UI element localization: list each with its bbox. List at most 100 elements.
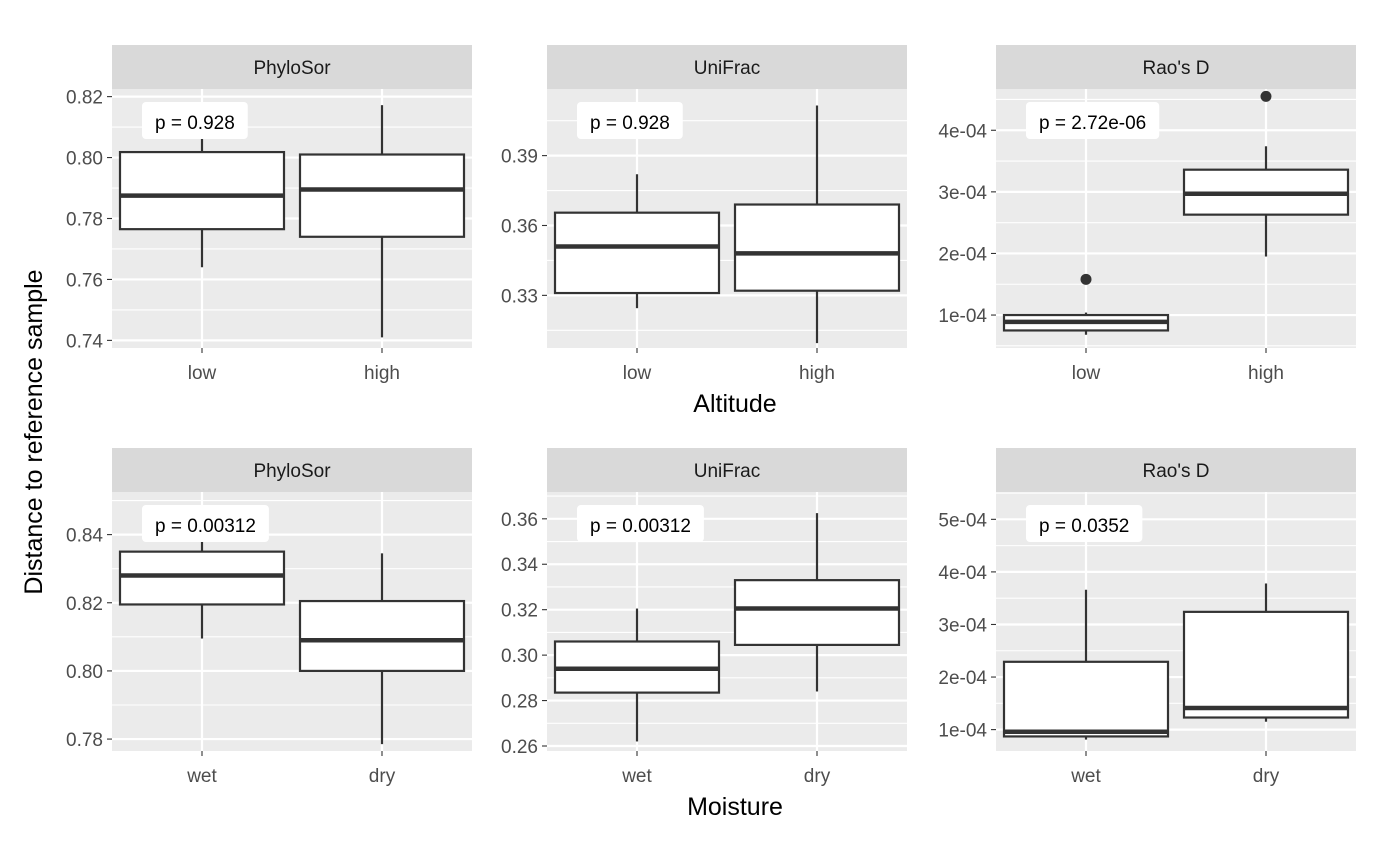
facet-strip-label: PhyloSor <box>253 461 331 482</box>
p-value-box <box>142 505 269 542</box>
box-iqr <box>298 153 466 238</box>
box-iqr <box>553 211 721 295</box>
y-tick-label: 2e-04 <box>938 668 987 689</box>
y-tick-label: 0.30 <box>501 646 538 667</box>
x-tick-label: low <box>188 363 217 384</box>
box-dry <box>298 553 466 745</box>
x-tick-label: low <box>623 363 652 384</box>
x-tick-label: wet <box>1070 766 1101 787</box>
y-tick-label: 0.82 <box>66 594 103 615</box>
x-tick-label: dry <box>1253 766 1280 787</box>
y-tick-label: 0.78 <box>66 730 103 751</box>
box-wet <box>1002 589 1170 740</box>
box-dry <box>1182 583 1350 722</box>
y-axis-title: Distance to reference sample <box>20 269 48 594</box>
y-tick-label: 0.32 <box>501 601 538 622</box>
y-tick-label: 0.80 <box>66 662 103 683</box>
p-value-label: p = 0.0352 <box>1026 505 1143 542</box>
y-tick-label: 0.74 <box>66 331 103 352</box>
y-tick-label: 2e-04 <box>938 244 987 265</box>
p-value-text: p = 0.00312 <box>590 516 691 537</box>
facet-strip <box>996 45 1356 89</box>
box-dry <box>733 513 901 692</box>
facet-panel-3: PhyloSor 0.78 0.80 0.82 0.84 wet dry p = 0.0031… <box>66 448 472 787</box>
facet-strip-label: PhyloSor <box>253 58 331 79</box>
box-iqr <box>1182 610 1350 719</box>
y-tick-label: 0.84 <box>66 526 103 547</box>
y-tick-label: 0.36 <box>501 510 538 531</box>
y-tick-label: 0.80 <box>66 149 103 170</box>
x-axis-title-altitude: Altitude <box>693 390 776 418</box>
y-tick-label: 0.78 <box>66 210 103 231</box>
y-tick-label: 1e-04 <box>938 306 987 327</box>
box-low <box>1002 273 1170 335</box>
box-low <box>553 174 721 309</box>
p-value-box <box>577 505 704 542</box>
x-axis-title-moisture: Moisture <box>687 793 783 821</box>
outlier-point <box>1260 90 1272 102</box>
facet-strip-label: Rao's D <box>1143 461 1210 482</box>
p-value-box <box>1026 102 1160 139</box>
p-value-text: p = 0.928 <box>590 113 670 134</box>
box-wet <box>118 524 286 639</box>
y-tick-label: 3e-04 <box>938 615 987 636</box>
y-tick-label: 5e-04 <box>938 510 987 531</box>
y-tick-label: 0.34 <box>501 555 538 576</box>
p-value-text: p = 0.00312 <box>155 516 256 537</box>
y-tick-label: 4e-04 <box>938 563 987 584</box>
y-tick-label: 0.82 <box>66 88 103 109</box>
x-tick-label: wet <box>621 766 652 787</box>
box-high <box>298 105 466 338</box>
facet-panel-4: UniFrac 0.26 0.28 0.30 0.32 0.34 0.36 wet dry p =… <box>501 448 907 787</box>
p-value-label: p = 0.928 <box>142 102 248 139</box>
facet-strip <box>547 448 907 492</box>
p-value-label: p = 0.00312 <box>577 505 704 542</box>
facet-panel-5: Rao's D 1e-04 2e-04 3e-04 4e-04 5e-04 wet dry p … <box>938 448 1356 787</box>
facet-strip <box>547 45 907 89</box>
facet-panel-0: PhyloSor 0.74 0.76 0.78 0.80 0.82 low high p = 0… <box>66 45 472 384</box>
panel-grid: PhyloSor 0.74 0.76 0.78 0.80 0.82 low high p = 0… <box>66 45 1356 787</box>
facet-strip <box>996 448 1356 492</box>
outlier-point <box>1080 273 1092 285</box>
y-tick-label: 0.26 <box>501 737 538 758</box>
x-tick-label: wet <box>186 766 217 787</box>
p-value-label: p = 0.00312 <box>142 505 269 542</box>
x-tick-label: dry <box>804 766 831 787</box>
x-tick-label: dry <box>369 766 396 787</box>
p-value-box <box>142 102 248 139</box>
facet-strip <box>112 45 472 89</box>
box-iqr <box>733 203 901 292</box>
box-iqr <box>733 579 901 647</box>
p-value-text: p = 0.928 <box>155 113 235 134</box>
facet-panel-1: UniFrac 0.33 0.36 0.39 low high p = 0.928 <box>501 45 907 384</box>
x-tick-label: high <box>364 363 400 384</box>
p-value-label: p = 2.72e-06 <box>1026 102 1160 139</box>
box-low <box>118 138 286 268</box>
facet-strip-label: UniFrac <box>694 58 761 79</box>
y-tick-label: 0.36 <box>501 216 538 237</box>
facet-strip <box>112 448 472 492</box>
box-high <box>1182 90 1350 257</box>
x-tick-label: high <box>1248 363 1284 384</box>
box-high <box>733 105 901 344</box>
p-value-box <box>577 102 683 139</box>
p-value-label: p = 0.928 <box>577 102 683 139</box>
facet-strip-label: Rao's D <box>1143 58 1210 79</box>
y-tick-label: 1e-04 <box>938 721 987 742</box>
facet-panel-2: Rao's D 1e-04 2e-04 3e-04 4e-04 low high p = 2.… <box>938 45 1356 384</box>
y-tick-label: 0.28 <box>501 692 538 713</box>
p-value-text: p = 2.72e-06 <box>1039 113 1146 134</box>
y-tick-label: 3e-04 <box>938 183 987 204</box>
y-tick-label: 0.33 <box>501 286 538 307</box>
box-wet <box>553 608 721 742</box>
box-iqr <box>118 150 286 231</box>
x-tick-label: high <box>799 363 835 384</box>
p-value-box <box>1026 505 1143 542</box>
box-iqr <box>118 550 286 606</box>
x-tick-label: low <box>1072 363 1101 384</box>
box-iqr <box>298 599 466 673</box>
facet-strip-label: UniFrac <box>694 461 761 482</box>
box-iqr <box>1002 660 1170 738</box>
p-value-text: p = 0.0352 <box>1039 516 1129 537</box>
